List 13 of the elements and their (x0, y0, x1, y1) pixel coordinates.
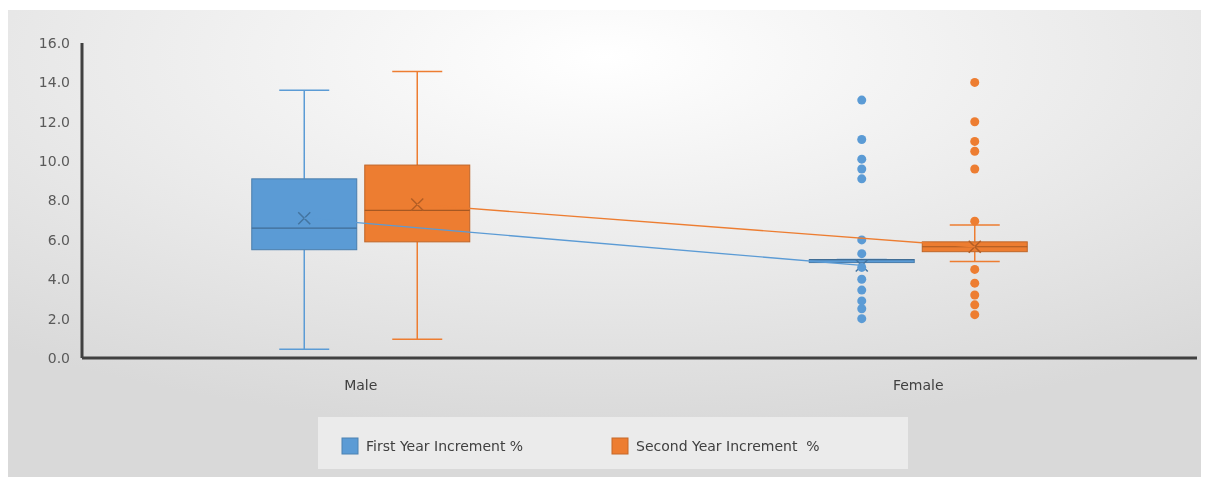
y-tick-label: 12.0 (38, 113, 70, 130)
legend-label: First Year Increment % (366, 437, 524, 454)
y-tick-label: 2.0 (47, 310, 70, 327)
y-tick-label: 8.0 (47, 192, 70, 209)
y-tick-label: 10.0 (38, 153, 70, 170)
legend-label: Second Year Increment % (636, 437, 820, 454)
y-tick-label: 14.0 (38, 74, 70, 91)
y-tick-label: 4.0 (47, 271, 70, 288)
y-tick-label: 6.0 (47, 231, 70, 248)
y-tick-label: 16.0 (38, 34, 70, 51)
y-tick-label: 0.0 (47, 349, 70, 366)
x-tick-label: Male (344, 377, 378, 393)
x-tick-label: Female (892, 377, 944, 393)
